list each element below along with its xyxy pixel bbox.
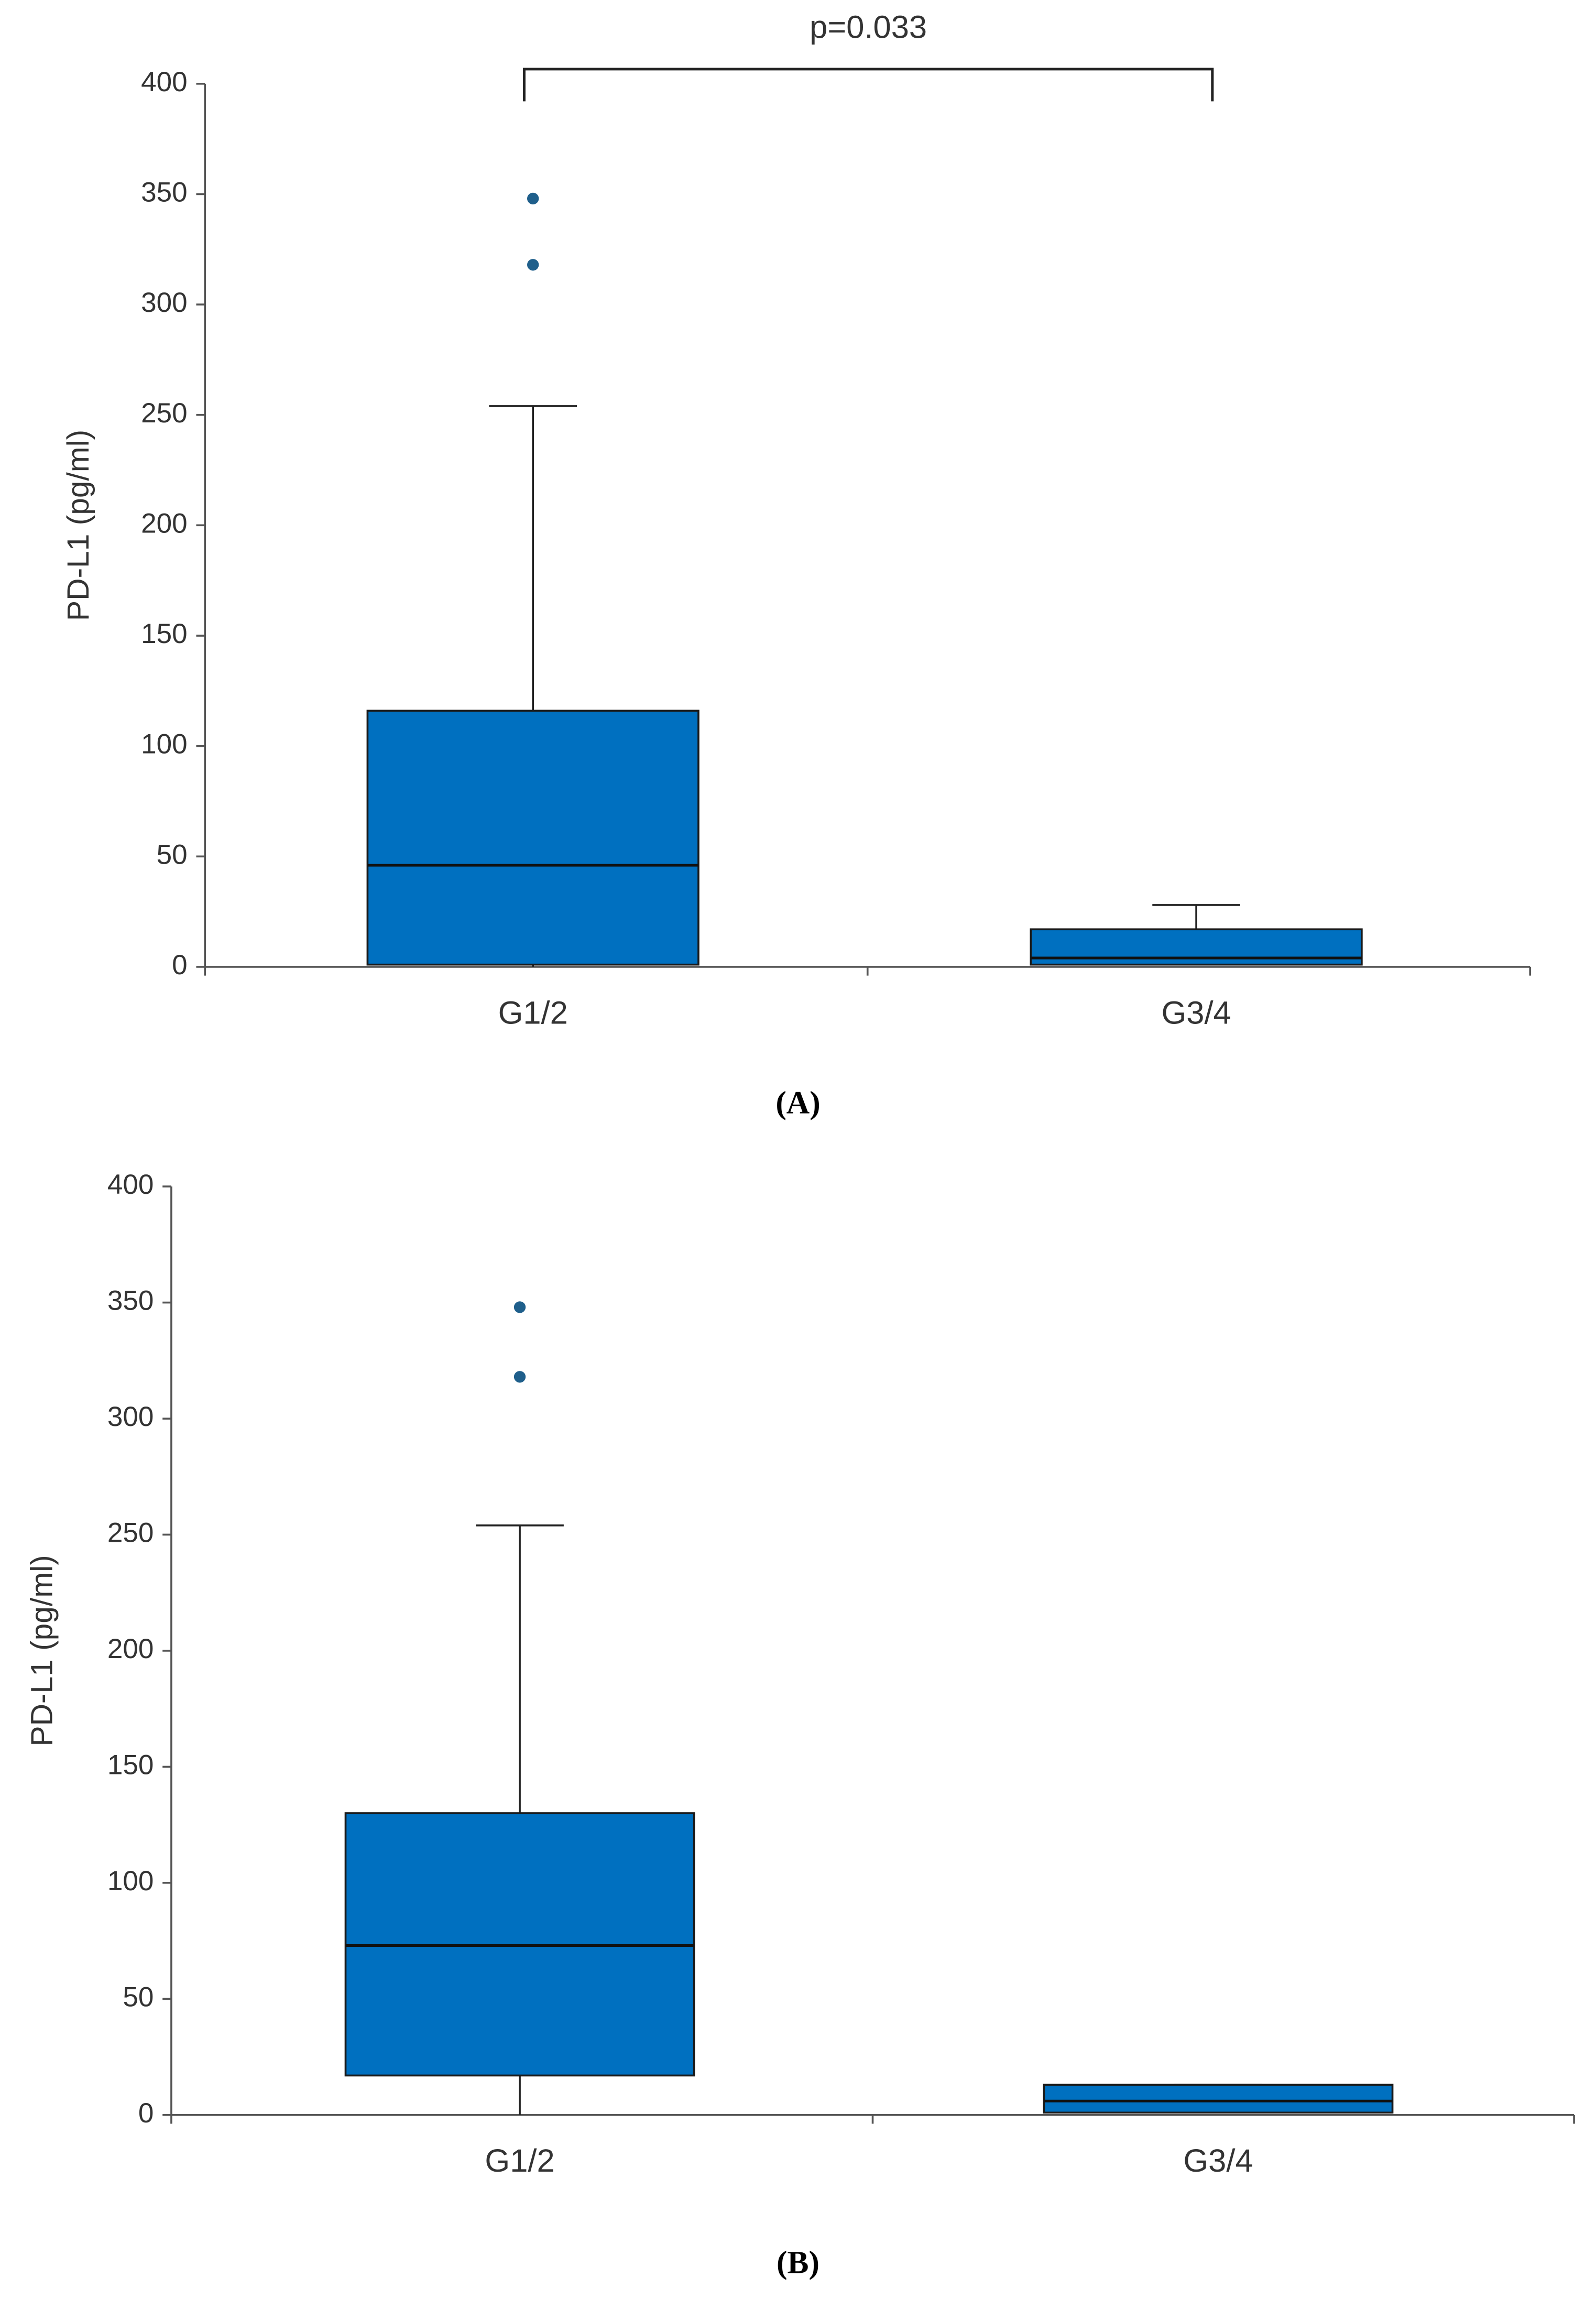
y-tick-label: 250 (107, 1518, 154, 1549)
y-tick-label: 150 (107, 1749, 154, 1780)
y-tick-label: 200 (141, 508, 188, 539)
y-tick-label: 100 (107, 1866, 154, 1897)
outlier (513, 1301, 526, 1313)
y-axis-label: PD-L1 (pg/ml) (25, 1555, 59, 1746)
box (1043, 2084, 1394, 2114)
y-tick-label: 50 (123, 1981, 154, 2012)
y-tick-label: 250 (141, 398, 188, 429)
y-tick-label: 200 (107, 1633, 154, 1664)
y-axis-label: PD-L1 (pg/ml) (61, 430, 95, 621)
caption: (A) (775, 1085, 820, 1120)
outlier (513, 1371, 526, 1383)
x-tick-label: G1/2 (485, 2143, 554, 2179)
outlier (527, 259, 539, 271)
annotation: p=0.033 (810, 9, 927, 46)
y-tick-label: 50 (157, 839, 188, 870)
y-tick-label: 400 (141, 67, 188, 97)
x-tick-label: G1/2 (498, 995, 568, 1031)
y-tick-label: 350 (141, 177, 188, 208)
y-tick-label: 400 (107, 1169, 154, 1200)
caption: (B) (777, 2245, 819, 2281)
significance-bracket (522, 68, 1214, 102)
outlier (527, 192, 539, 205)
y-tick-label: 150 (141, 618, 188, 649)
y-tick-label: 300 (141, 287, 188, 318)
y-tick-label: 100 (141, 729, 188, 760)
y-tick-label: 0 (172, 950, 188, 980)
chart: 0 50 100 150 200 250 300 350 400 PD-L1 (pg/ml) (A)… (61, 9, 1532, 1120)
y-tick-label: 300 (107, 1401, 154, 1432)
box (366, 710, 699, 966)
y-tick-label: 350 (107, 1285, 154, 1316)
x-tick-label: G3/4 (1183, 2143, 1253, 2179)
x-tick-label: G3/4 (1161, 995, 1231, 1031)
y-tick-label: 0 (138, 2098, 154, 2129)
box (1030, 928, 1363, 966)
chart: 0 50 100 150 200 250 300 350 400 PD-L1 (pg/ml) (B)… (25, 1169, 1575, 2281)
